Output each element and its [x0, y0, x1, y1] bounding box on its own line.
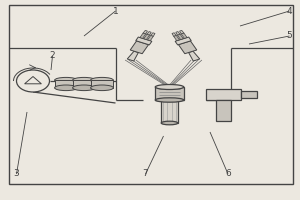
Bar: [55, 80, 77, 88]
Bar: [241, 91, 257, 98]
Ellipse shape: [155, 85, 184, 90]
Ellipse shape: [91, 85, 113, 91]
Polygon shape: [144, 34, 150, 40]
Polygon shape: [148, 35, 153, 41]
Bar: [91, 80, 113, 88]
Text: 5: 5: [286, 31, 292, 40]
Polygon shape: [136, 37, 152, 45]
Ellipse shape: [91, 77, 113, 83]
Polygon shape: [189, 51, 200, 61]
Bar: [73, 80, 95, 88]
Text: 2: 2: [50, 51, 55, 60]
Bar: [161, 100, 178, 123]
Polygon shape: [175, 37, 191, 45]
Bar: [206, 89, 241, 100]
Polygon shape: [140, 33, 146, 38]
Text: 4: 4: [287, 6, 292, 16]
Ellipse shape: [55, 77, 77, 83]
Text: 1: 1: [112, 6, 118, 16]
Polygon shape: [130, 41, 148, 54]
Ellipse shape: [55, 85, 77, 91]
Text: 7: 7: [142, 170, 148, 178]
Polygon shape: [176, 32, 180, 35]
Ellipse shape: [155, 98, 184, 102]
Polygon shape: [178, 41, 197, 54]
Polygon shape: [143, 30, 147, 34]
Polygon shape: [181, 33, 187, 38]
Bar: [155, 87, 184, 100]
Ellipse shape: [73, 77, 95, 83]
Polygon shape: [147, 32, 151, 35]
Polygon shape: [151, 33, 155, 36]
Ellipse shape: [73, 85, 95, 91]
Text: 6: 6: [225, 170, 231, 178]
Polygon shape: [180, 30, 184, 34]
Ellipse shape: [161, 121, 178, 125]
Polygon shape: [172, 33, 176, 36]
Polygon shape: [177, 34, 183, 40]
Polygon shape: [174, 35, 179, 41]
Text: 3: 3: [14, 170, 20, 178]
Ellipse shape: [16, 70, 50, 92]
Bar: [9, 5, 292, 184]
Bar: [216, 100, 231, 121]
Polygon shape: [127, 51, 138, 61]
